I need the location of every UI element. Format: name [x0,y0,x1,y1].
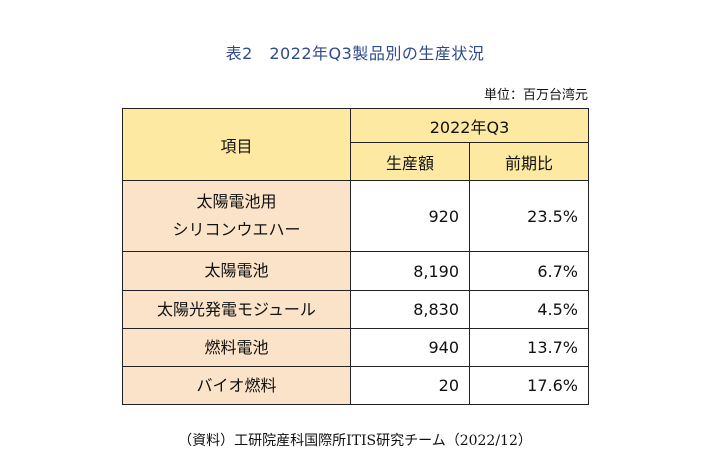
table-row: 太陽光発電モジュール 8,830 4.5% [122,290,589,329]
table-row: 太陽電池用 シリコンウエハー 920 23.5% [122,180,589,252]
source-note: （資料）工研院産科国際所ITIS研究チーム（2022/12） [178,433,532,449]
yoy-value: 13.7% [469,328,589,367]
yoy-value: 4.5% [469,290,589,329]
unit-label: 単位：百万台湾元 [483,88,588,103]
row-label: 太陽電池 [122,251,351,291]
production-value: 940 [350,328,470,367]
production-value: 20 [350,366,470,405]
production-value: 8,830 [350,290,470,329]
production-value: 920 [350,180,470,252]
row-label: 太陽光発電モジュール [122,290,351,329]
table-row: 太陽電池 8,190 6.7% [122,251,589,291]
row-label-line: シリコンウエハー [172,220,301,239]
table-row: 燃料電池 940 13.7% [122,328,589,367]
yoy-value: 23.5% [469,180,589,252]
yoy-value: 6.7% [469,251,589,291]
table-row: バイオ燃料 20 17.6% [122,366,589,405]
production-value: 8,190 [350,251,470,291]
header-production: 生産額 [350,142,470,181]
header-period: 2022年Q3 [350,108,589,143]
yoy-value: 17.6% [469,366,589,405]
row-label: 太陽電池用 シリコンウエハー [122,180,351,252]
header-item: 項目 [122,108,351,181]
header-yoy: 前期比 [469,142,589,181]
row-label: 燃料電池 [122,328,351,367]
row-label: バイオ燃料 [122,366,351,405]
table-title: 表2 2022年Q3製品別の生産状況 [225,44,485,63]
production-table: 項目 2022年Q3 生産額 前期比 太陽電池用 シリコンウエハー 920 23… [122,108,589,405]
row-label-line: 太陽電池用 [196,192,277,211]
